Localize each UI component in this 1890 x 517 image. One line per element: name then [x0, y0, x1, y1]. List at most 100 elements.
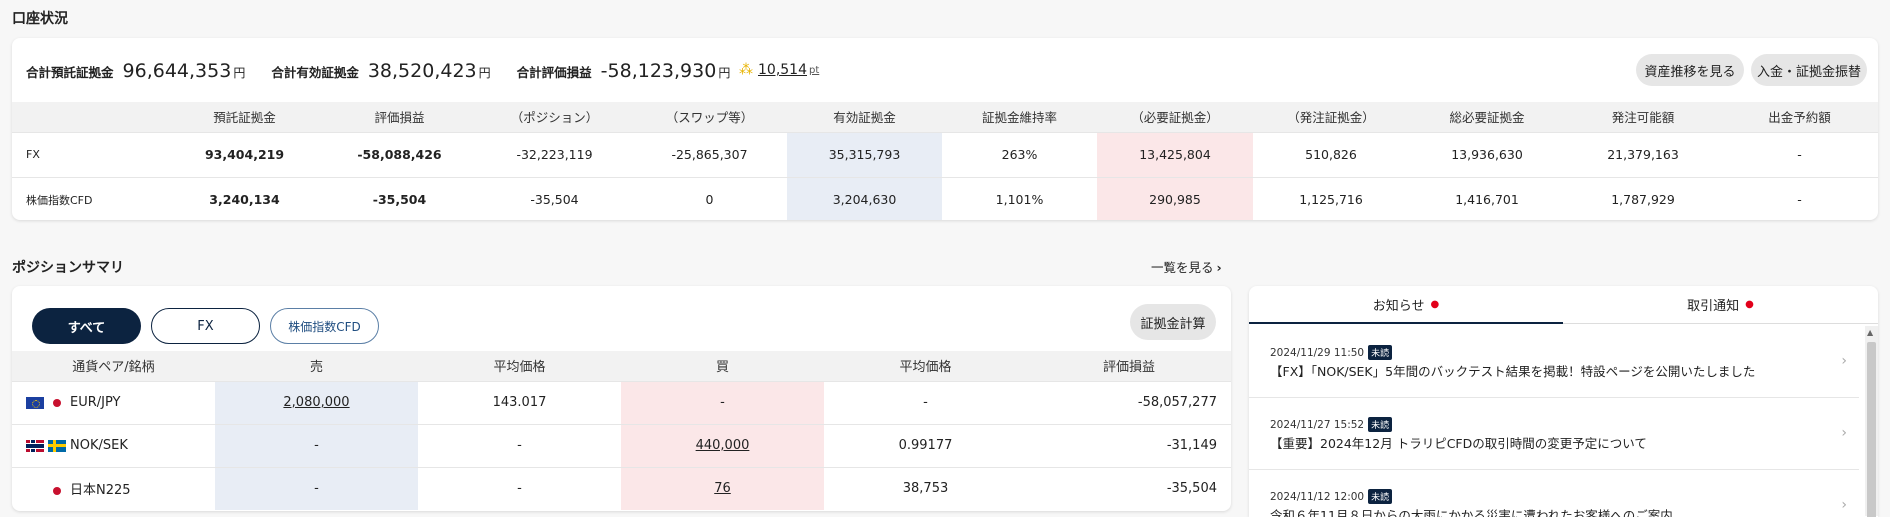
instrument-name: 日本N225 [70, 483, 131, 499]
col-header: （必要証拠金） [1097, 102, 1253, 132]
col-header: 総必要証拠金 [1409, 102, 1565, 132]
total-effective-label: 合計有効証拠金 [271, 65, 359, 80]
buy-avg-cell: - [824, 380, 1027, 424]
total-pl-value: -58,123,930 [600, 60, 717, 82]
table-row: 株価指数CFD 3,240,134 -35,504 -35,504 0 3,20… [12, 176, 1878, 220]
instrument-cell: EUR/JPY [12, 380, 215, 424]
tab-notices[interactable]: お知らせ ● [1249, 286, 1563, 324]
col-header: 評価損益 [322, 102, 477, 132]
buy-cell: - [621, 380, 824, 424]
instrument-name: NOK/SEK [70, 438, 128, 453]
account-summary: 合計預託証拠金 96,644,353 円 合計有効証拠金 38,520,423 … [26, 60, 756, 82]
account-status-card: 合計預託証拠金 96,644,353 円 合計有効証拠金 38,520,423 … [12, 38, 1878, 220]
news-card: お知らせ ● 取引通知 ● 2024/11/29 11:50 未読 【FX】「NOK/… [1249, 286, 1878, 517]
col-header: 預託証拠金 [167, 102, 322, 132]
points-unit: pt [809, 64, 820, 76]
news-date-text: 2024/11/27 15:52 [1270, 418, 1365, 431]
news-date-text: 2024/11/29 11:50 [1270, 346, 1365, 359]
buy-cell: 440,000 [621, 423, 824, 467]
col-header: （ポジション） [477, 102, 632, 132]
tab-stock-index-cfd[interactable]: 株価指数CFD [270, 308, 379, 344]
sell-avg-cell: - [418, 423, 621, 467]
scroll-up-icon[interactable]: ▲ [1867, 328, 1874, 337]
col-header: 平均価格 [824, 351, 1027, 381]
table-cell: 93,404,219 [167, 131, 322, 177]
table-cell: - [1721, 131, 1878, 177]
see-all-label[interactable]: 一覧を見る [1151, 260, 1214, 275]
table-cell: 1,416,701 [1409, 176, 1565, 220]
instrument-cell: 日本N225 [12, 466, 215, 510]
buy-link[interactable]: 440,000 [695, 438, 750, 453]
table-cell: - [1721, 176, 1878, 220]
sell-cell: - [215, 423, 418, 467]
news-scrollbar[interactable]: ▲ [1865, 326, 1878, 517]
total-deposit-unit: 円 [233, 66, 246, 80]
col-header: 出金予約額 [1721, 102, 1878, 132]
table-row: 日本N225 - - 76 38,753 -35,504 [12, 466, 1231, 510]
tab-all[interactable]: すべて [32, 308, 141, 344]
news-date-text: 2024/11/12 12:00 [1270, 490, 1365, 503]
news-date: 2024/11/29 11:50 未読 [1270, 345, 1393, 360]
news-item[interactable]: 2024/11/12 12:00 未読 令和６年11月８日からの大雨にかかる災害に… [1249, 470, 1859, 517]
pl-cell: -35,504 [1027, 466, 1231, 510]
news-title[interactable]: 【FX】「NOK/SEK」5年間のバックテスト結果を掲載！特設ページを公開いたし… [1270, 364, 1756, 379]
table-cell: 21,379,163 [1565, 131, 1721, 177]
table-cell: 510,826 [1253, 131, 1409, 177]
news-item[interactable]: 2024/11/29 11:50 未読 【FX】「NOK/SEK」5年間のバックテ… [1249, 326, 1859, 398]
total-pl-label: 合計評価損益 [516, 65, 592, 80]
news-date: 2024/11/12 12:00 未読 [1270, 489, 1393, 504]
points-value[interactable]: 10,514 [758, 62, 807, 78]
account-status-title: 口座状況 [12, 11, 68, 27]
table-cell: -58,088,426 [322, 131, 477, 177]
col-header: 売 [215, 351, 418, 381]
chevron-right-icon: › [1216, 260, 1222, 275]
news-title[interactable]: 令和６年11月８日からの大雨にかかる災害に遭われたお客様へのご案内 [1270, 508, 1673, 517]
position-summary-card: すべて FX 株価指数CFD 証拠金計算 通貨ペア/銘柄 売 平均価格 買 平均… [12, 286, 1231, 511]
tab-trade-notices[interactable]: 取引通知 ● [1563, 286, 1878, 324]
col-header: 平均価格 [418, 351, 621, 381]
scrollbar-thumb[interactable] [1867, 342, 1876, 517]
unread-badge: 未読 [1368, 417, 1393, 432]
table-cell: 35,315,793 [787, 131, 942, 177]
deposit-transfer-button[interactable]: 入金・証拠金振替 [1751, 54, 1867, 86]
col-header: 有効証拠金 [787, 102, 942, 132]
row-label: 株価指数CFD [12, 176, 167, 220]
points-link[interactable]: ⁂ 10,514 pt [739, 62, 819, 78]
chevron-right-icon: › [1841, 353, 1847, 369]
unread-badge: 未読 [1368, 345, 1393, 360]
se-flag-icon [48, 439, 66, 452]
row-label: FX [12, 131, 167, 177]
total-deposit-value: 96,644,353 [122, 60, 232, 82]
account-table-header: 預託証拠金 評価損益 （ポジション） （スワップ等） 有効証拠金 証拠金維持率 … [12, 102, 1878, 132]
sell-link[interactable]: 2,080,000 [283, 395, 350, 410]
table-row: NOK/SEK - - 440,000 0.99177 -31,149 [12, 423, 1231, 467]
position-table: 通貨ペア/銘柄 売 平均価格 買 平均価格 評価損益 EUR/JPY 2,080… [12, 351, 1231, 510]
pl-cell: -58,057,277 [1027, 380, 1231, 424]
table-row: FX 93,404,219 -58,088,426 -32,223,119 -2… [12, 131, 1878, 177]
tab-trade-notices-label[interactable]: 取引通知 [1687, 299, 1740, 314]
buy-cell: 76 [621, 466, 824, 510]
table-cell: 290,985 [1097, 176, 1253, 220]
tab-fx[interactable]: FX [151, 308, 260, 344]
news-item[interactable]: 2024/11/27 15:52 未読 【重要】2024年12月 トラリピCFDの… [1249, 398, 1859, 470]
table-cell: 3,240,134 [167, 176, 322, 220]
unread-badge: 未読 [1368, 489, 1393, 504]
buy-avg-cell: 0.99177 [824, 423, 1027, 467]
news-title[interactable]: 【重要】2024年12月 トラリピCFDの取引時間の変更予定について [1270, 436, 1647, 451]
see-all-link[interactable]: 一覧を見る › [1151, 257, 1222, 276]
table-cell: 0 [632, 176, 787, 220]
sell-avg-cell: 143.017 [418, 380, 621, 424]
col-header: 買 [621, 351, 824, 381]
sell-cell: 2,080,000 [215, 380, 418, 424]
buy-link[interactable]: 76 [714, 481, 731, 497]
position-table-header: 通貨ペア/銘柄 売 平均価格 買 平均価格 評価損益 [12, 351, 1231, 381]
col-header: （発注証拠金） [1253, 102, 1409, 132]
table-cell: 13,425,804 [1097, 131, 1253, 177]
margin-calc-button[interactable]: 証拠金計算 [1130, 304, 1216, 340]
tab-notices-label[interactable]: お知らせ [1372, 298, 1425, 314]
asset-history-button[interactable]: 資産推移を見る [1636, 54, 1744, 86]
table-cell: -25,865,307 [632, 131, 787, 177]
pl-cell: -31,149 [1027, 423, 1231, 467]
table-cell: 1,787,929 [1565, 176, 1721, 220]
table-cell: -35,504 [477, 176, 632, 220]
